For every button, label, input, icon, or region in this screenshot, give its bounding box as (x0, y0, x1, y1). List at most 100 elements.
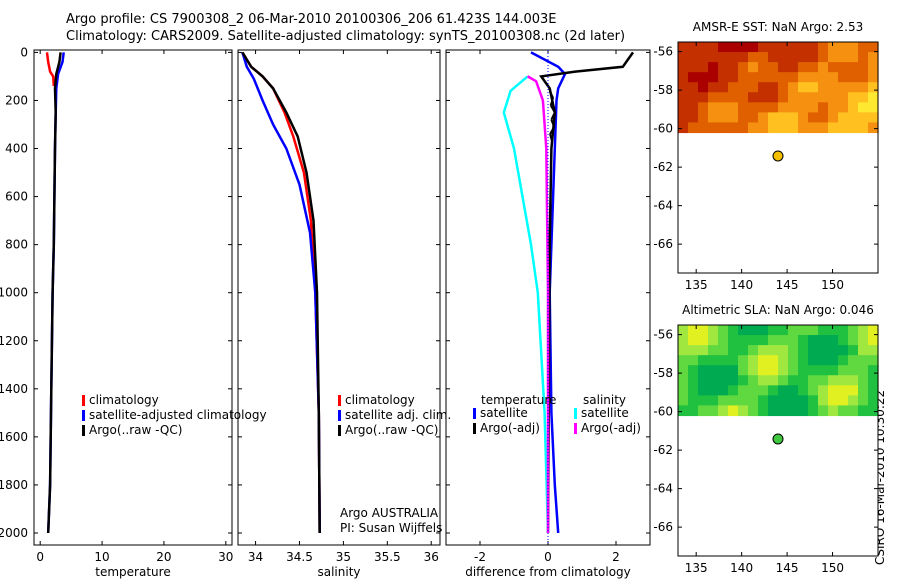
sla_map-cell (718, 365, 729, 376)
sla_map-cell (708, 335, 719, 346)
sst_map-cell (798, 72, 809, 83)
sla_map-cell (778, 395, 789, 407)
sla_map-cell (708, 385, 719, 396)
sst_map-cell (778, 52, 789, 63)
sst_map-cell (698, 102, 709, 113)
temperature-legend-2-label: Argo(..raw -QC) (89, 423, 182, 437)
sla_map-cell (678, 375, 689, 386)
sla_map-cell (798, 375, 809, 386)
difference-xtick-label--2: -2 (474, 550, 486, 564)
sla_map-cell (798, 395, 809, 407)
sla_map-cell (748, 405, 759, 417)
sla_map-cell (798, 335, 809, 346)
sst_map-axes-border (677, 41, 879, 274)
sla_map-cell (738, 365, 749, 376)
salinity-legend-1-label: satellite adj. clim. (345, 408, 451, 422)
sst_map-cell (768, 112, 779, 124)
sst_map-cell (748, 122, 759, 134)
temperature-ytick-label-1000: 1000 (0, 286, 28, 300)
sla_map-cell (728, 355, 739, 366)
sst_map-cell (768, 92, 779, 103)
sst_map-cell (808, 52, 819, 63)
sla_map-cell (738, 345, 749, 356)
sla_map-cell (868, 385, 879, 396)
sla_map-cell (828, 395, 839, 407)
sla_map-cell (728, 335, 739, 346)
temperature-ytick-label-1200: 1200 (0, 334, 28, 348)
sla_map-cell (768, 385, 779, 396)
temperature-ytick-label-200: 200 (5, 93, 28, 107)
sla_map-cell (858, 375, 869, 386)
sst_map-heatmap-cells (678, 42, 879, 134)
sst_map-cell (678, 92, 689, 103)
sst_map-xtick-label-135: 135 (685, 278, 708, 292)
sla_map-cell (718, 335, 729, 346)
sla_map-cell (858, 345, 869, 356)
sst_map-cell (828, 112, 839, 124)
sla_map-cell (818, 325, 829, 336)
sla_map-cell (748, 355, 759, 366)
sla_map-cell (708, 365, 719, 376)
sla_map-cell (768, 335, 779, 346)
sla_map-cell (818, 365, 829, 376)
sla_map-cell (778, 365, 789, 376)
temperature-legend-2-swatch (82, 425, 85, 436)
sst_map-cell (798, 92, 809, 103)
sla_map-cell (678, 365, 689, 376)
difference-legend-2-label: satellite (581, 406, 629, 420)
sla_map-cell (748, 345, 759, 356)
difference-legend-3-label: Argo(-adj) (581, 421, 641, 435)
sst_map-cell (728, 92, 739, 103)
difference-legend-0-label: satellite (480, 406, 528, 420)
sla_map-cell (858, 325, 869, 336)
sst_map-cell (838, 52, 849, 63)
sla_map-cell (838, 365, 849, 376)
sst_map-cell (698, 72, 709, 83)
sla_map-cell (698, 345, 709, 356)
temperature-ytick-label-600: 600 (5, 190, 28, 204)
sla_map-cell (848, 405, 859, 417)
sst_map-cell (678, 112, 689, 124)
header-title-line2: Climatology: CARS2009. Satellite-adjuste… (66, 29, 626, 44)
temperature-legend-0-label: climatology (89, 393, 159, 407)
sst_map-cell (738, 122, 749, 134)
sst_map-cell (738, 42, 749, 53)
sla_map-cell (848, 345, 859, 356)
sst_map-cell (738, 102, 749, 113)
sst_map-cell (688, 92, 699, 103)
sla_map-cell (788, 335, 799, 346)
difference-legend-header-salinity: salinity (583, 393, 626, 407)
sst_map-ytick-label--62: -62 (653, 160, 673, 174)
sst_map-cell (788, 52, 799, 63)
sst_map-cell (838, 82, 849, 93)
sla_map-cell (828, 335, 839, 346)
temperature-ytick-label-1400: 1400 (0, 382, 28, 396)
sla_map-cell (768, 325, 779, 336)
sla_map-cell (678, 405, 689, 417)
sla_map-cell (748, 375, 759, 386)
sst_map-cell (768, 72, 779, 83)
sst_map-cell (758, 42, 769, 53)
sst_map-cell (798, 42, 809, 53)
sla_map-cell (778, 375, 789, 386)
sla_map-cell (708, 375, 719, 386)
sla_map-cell (758, 355, 769, 366)
sst_map-cell (708, 112, 719, 124)
sst_map-cell (748, 62, 759, 73)
sst_map-cell (768, 102, 779, 113)
sst_map-cell (698, 62, 709, 73)
sst_map-cell (678, 122, 689, 134)
temperature-xtick-label-20: 20 (156, 550, 171, 564)
sla_map-cell (708, 325, 719, 336)
sst_map-xtick-label-140: 140 (730, 278, 753, 292)
sla_map-cell (778, 325, 789, 336)
sst_map-cell (788, 112, 799, 124)
sst_map-cell (768, 62, 779, 73)
sla_map-cell (838, 335, 849, 346)
sla_map-cell (758, 395, 769, 407)
sla_map-cell (688, 405, 699, 417)
sla_map-cell (828, 345, 839, 356)
sla_map-cell (828, 375, 839, 386)
sla_map-cell (838, 325, 849, 336)
sla_map-cell (678, 325, 689, 336)
